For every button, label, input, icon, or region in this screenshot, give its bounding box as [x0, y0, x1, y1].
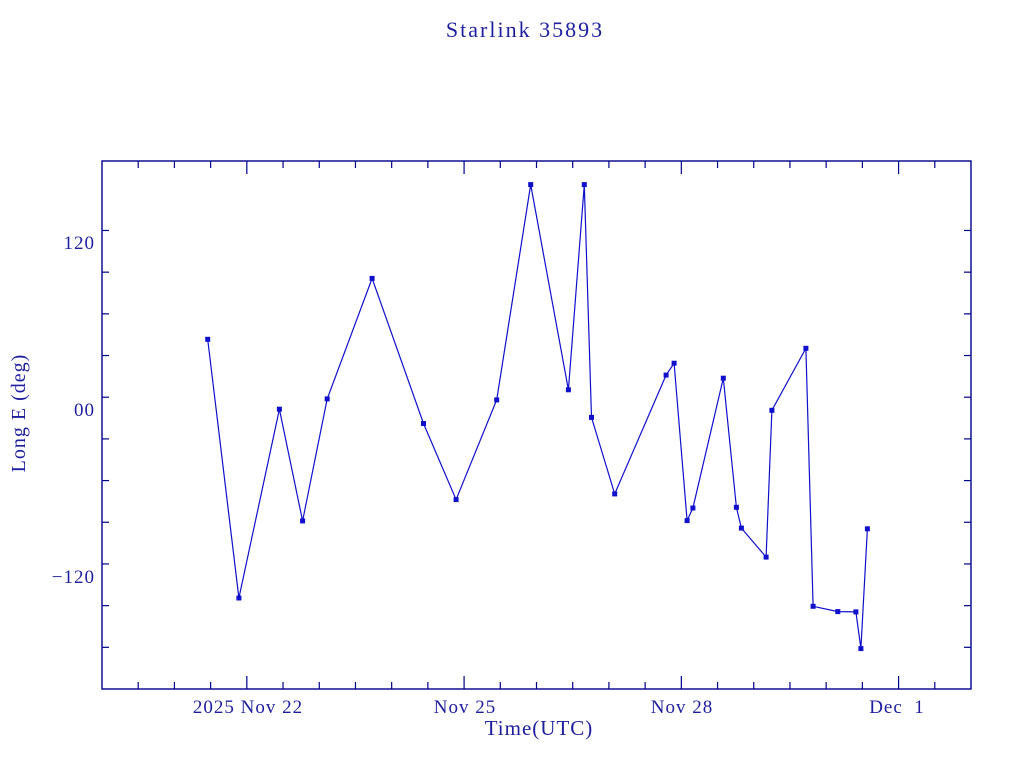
- data-point-marker: [763, 554, 769, 560]
- data-point-marker: [733, 504, 739, 510]
- data-point-marker: [300, 518, 306, 524]
- data-point-marker: [853, 609, 859, 615]
- x-axis-title: Time(UTC): [484, 716, 594, 740]
- data-point-marker: [810, 603, 816, 609]
- data-point-marker: [494, 397, 500, 403]
- x-tick-label-nov28: Nov 28: [650, 697, 714, 718]
- data-point-marker: [205, 336, 211, 342]
- x-tick-label-nov25: Nov 25: [433, 697, 497, 718]
- data-point-marker: [663, 372, 669, 378]
- x-tick-label-nov22: 2025 Nov 22: [192, 697, 304, 718]
- data-point-marker: [589, 414, 594, 420]
- chart-title: Starlink 35893: [445, 17, 605, 42]
- data-point-marker: [858, 646, 864, 652]
- data-point-marker: [864, 526, 870, 532]
- data-line: [207, 184, 868, 649]
- data-point-marker: [720, 375, 726, 381]
- data-point-marker: [581, 182, 587, 188]
- data-point-marker: [835, 609, 841, 615]
- data-point-marker: [369, 275, 375, 281]
- data-point-marker: [684, 518, 690, 524]
- data-point-marker: [236, 595, 242, 601]
- data-point-marker: [803, 345, 809, 351]
- data-point-marker: [738, 525, 744, 531]
- data-point-marker: [528, 182, 534, 188]
- data-point-marker: [769, 407, 775, 413]
- y-tick-label-120: 120: [63, 233, 95, 254]
- data-point-marker: [421, 421, 426, 426]
- data-point-marker: [276, 406, 282, 412]
- data-point-marker: [565, 387, 571, 393]
- data-point-marker: [612, 491, 618, 497]
- data-point-marker: [671, 360, 677, 366]
- plot-frame: [101, 160, 972, 690]
- data-point-marker: [453, 497, 459, 503]
- data-point-marker: [324, 396, 330, 402]
- x-tick-label-dec1: Dec 1: [869, 697, 925, 718]
- data-point-marker: [690, 505, 696, 511]
- y-tick-label-neg120: −120: [51, 567, 95, 588]
- y-tick-label-0: 00: [74, 400, 95, 421]
